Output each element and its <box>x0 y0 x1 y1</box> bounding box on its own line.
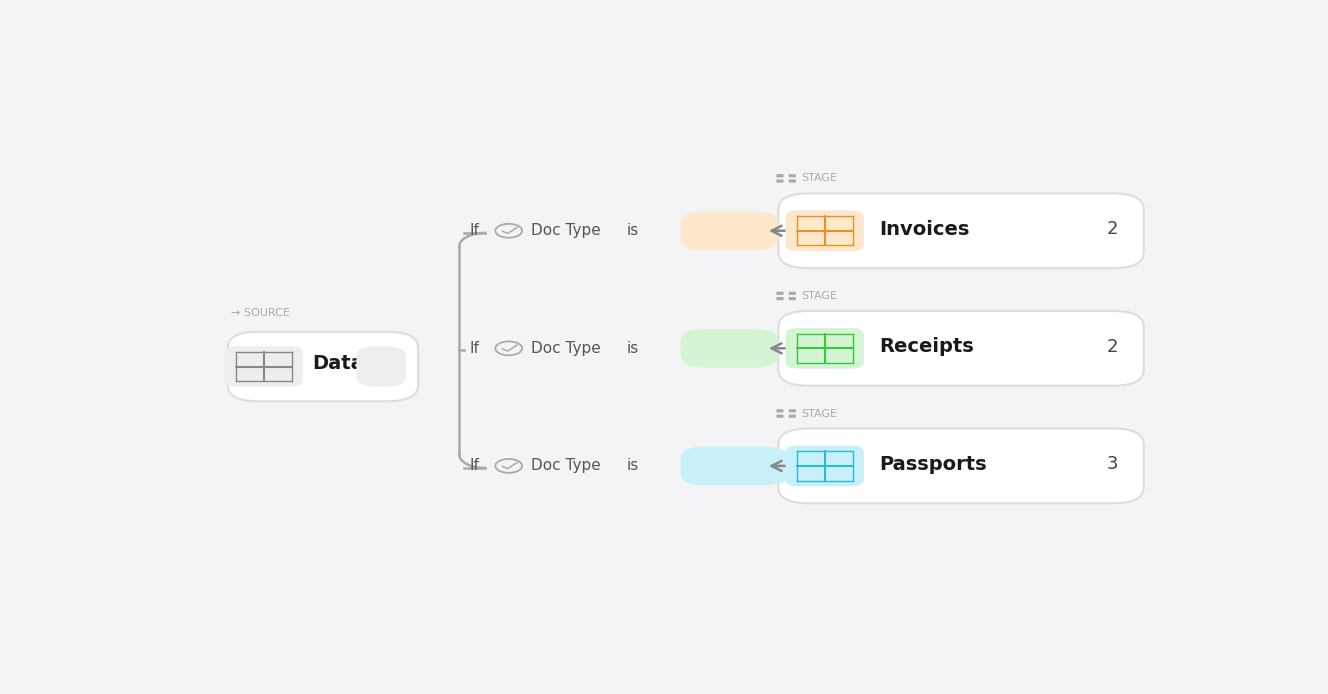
FancyBboxPatch shape <box>224 346 303 387</box>
Text: is: is <box>627 459 639 473</box>
Text: Passport: Passport <box>693 456 776 474</box>
Text: 2: 2 <box>1106 338 1118 356</box>
FancyBboxPatch shape <box>789 414 795 418</box>
FancyBboxPatch shape <box>789 174 795 178</box>
FancyBboxPatch shape <box>789 409 795 412</box>
Text: Passports: Passports <box>879 455 987 474</box>
FancyBboxPatch shape <box>777 291 784 295</box>
Text: If: If <box>470 341 479 356</box>
FancyBboxPatch shape <box>789 291 795 295</box>
FancyBboxPatch shape <box>228 332 418 401</box>
FancyBboxPatch shape <box>778 311 1143 386</box>
Text: Doc Type: Doc Type <box>531 459 602 473</box>
FancyBboxPatch shape <box>786 210 863 251</box>
Text: Receipt: Receipt <box>695 338 765 356</box>
Text: STAGE: STAGE <box>801 409 837 418</box>
Text: If: If <box>470 223 479 238</box>
FancyBboxPatch shape <box>356 346 406 387</box>
FancyBboxPatch shape <box>786 446 863 486</box>
Text: → SOURCE: → SOURCE <box>231 308 290 319</box>
FancyBboxPatch shape <box>777 409 784 412</box>
Text: 3: 3 <box>1106 455 1118 473</box>
FancyBboxPatch shape <box>778 194 1143 268</box>
Text: Dataset: Dataset <box>312 355 398 373</box>
FancyBboxPatch shape <box>777 180 784 183</box>
FancyBboxPatch shape <box>681 329 778 368</box>
FancyBboxPatch shape <box>777 414 784 418</box>
FancyBboxPatch shape <box>786 328 863 369</box>
Text: is: is <box>627 223 639 238</box>
FancyBboxPatch shape <box>789 180 795 183</box>
Text: STAGE: STAGE <box>801 174 837 183</box>
Text: 96: 96 <box>369 356 393 374</box>
Text: Invoice: Invoice <box>696 221 764 239</box>
FancyBboxPatch shape <box>777 174 784 178</box>
Text: 2: 2 <box>1106 220 1118 238</box>
Text: Invoices: Invoices <box>879 220 969 239</box>
Text: STAGE: STAGE <box>801 291 837 301</box>
Text: Doc Type: Doc Type <box>531 341 602 356</box>
Text: Receipts: Receipts <box>879 337 973 356</box>
FancyBboxPatch shape <box>681 447 789 485</box>
FancyBboxPatch shape <box>789 297 795 301</box>
Text: Doc Type: Doc Type <box>531 223 602 238</box>
FancyBboxPatch shape <box>777 297 784 301</box>
Text: If: If <box>470 459 479 473</box>
FancyBboxPatch shape <box>778 428 1143 503</box>
FancyBboxPatch shape <box>681 212 778 250</box>
Text: is: is <box>627 341 639 356</box>
